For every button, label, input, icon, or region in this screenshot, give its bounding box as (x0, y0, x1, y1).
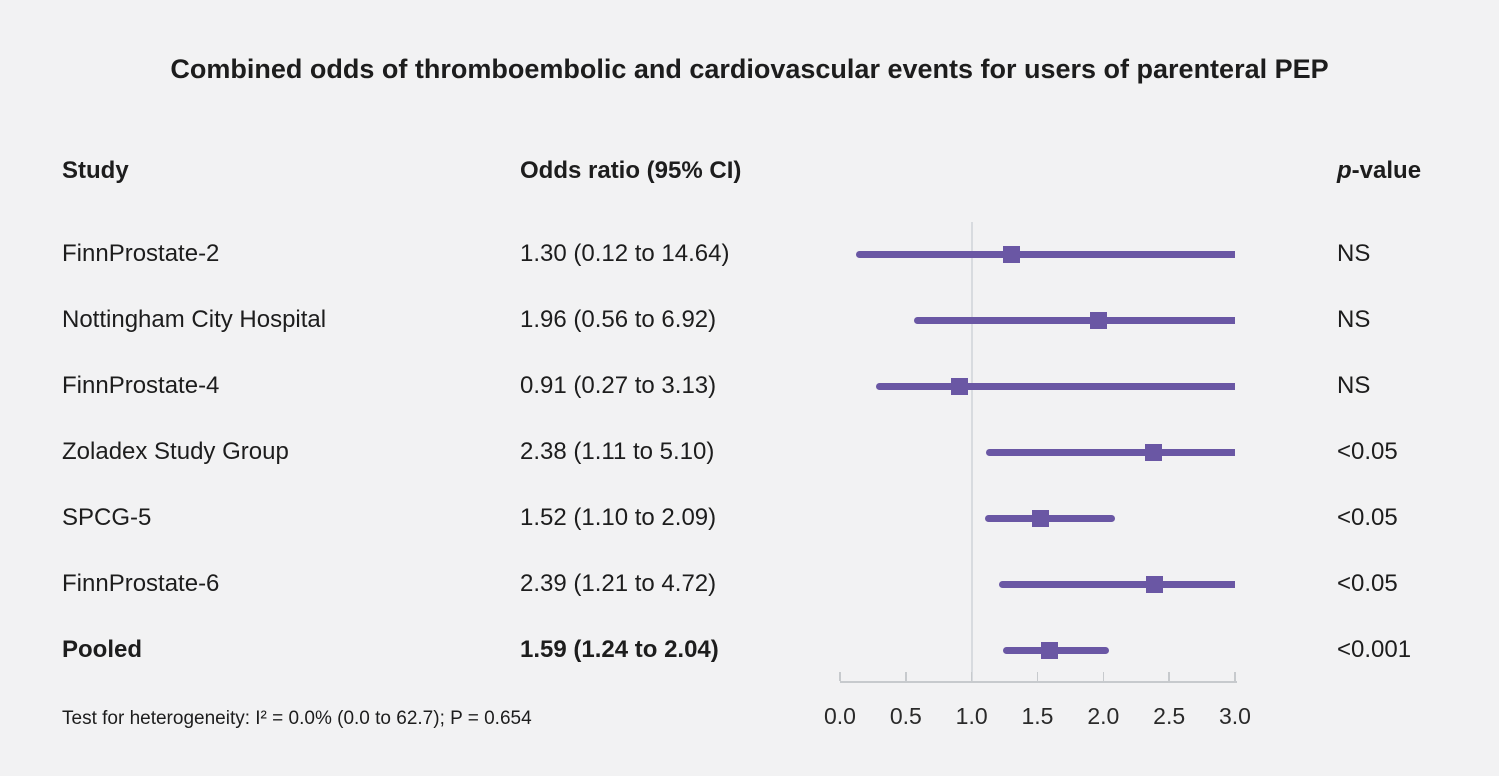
x-axis-tick (1036, 672, 1039, 681)
figure-title: Combined odds of thromboembolic and card… (170, 54, 1329, 84)
p-value: <0.001 (1337, 636, 1412, 663)
p-value: NS (1337, 306, 1371, 333)
confidence-interval-line (855, 250, 1235, 258)
confidence-interval-line (984, 514, 1116, 522)
x-axis-tick (1234, 672, 1236, 681)
x-axis-tick-label: 0.0 (824, 703, 856, 729)
odds-ratio-value: 1.52 (1.10 to 2.09) (520, 504, 717, 531)
odds-ratio-value: 1.59 (1.24 to 2.04) (520, 636, 719, 663)
column-header-study: Study (62, 157, 129, 184)
odds-ratio-value: 2.39 (1.21 to 4.72) (520, 570, 717, 597)
p-value: <0.05 (1337, 570, 1398, 597)
reference-line-or-1 (970, 222, 973, 681)
odds-ratio-value: 1.30 (0.12 to 14.64) (520, 240, 730, 267)
p-value-header-rest: -value (1351, 157, 1422, 184)
odds-ratio-marker (951, 377, 969, 395)
p-value: <0.05 (1337, 504, 1398, 531)
x-axis-tick (970, 672, 973, 681)
confidence-interval-line (999, 580, 1235, 588)
column-header-odds-ratio: Odds ratio (95% CI) (520, 157, 742, 184)
x-axis-tick-label: 1.0 (955, 703, 988, 729)
odds-ratio-marker (1089, 311, 1107, 329)
x-axis-tick-label: 0.5 (889, 703, 922, 729)
odds-ratio-marker (1031, 509, 1049, 527)
confidence-interval-line (913, 316, 1235, 324)
study-label: SPCG-5 (62, 504, 152, 531)
p-value: NS (1337, 240, 1371, 267)
x-axis-tick-label: 1.5 (1021, 703, 1054, 729)
x-axis-tick (839, 672, 841, 681)
x-axis-tick (1102, 672, 1105, 681)
confidence-interval-line (986, 448, 1235, 456)
p-value: NS (1337, 372, 1371, 399)
study-label: FinnProstate-4 (62, 372, 220, 399)
odds-ratio-value: 2.38 (1.11 to 5.10) (520, 438, 715, 465)
odds-ratio-marker (1002, 245, 1020, 263)
heterogeneity-footnote: Test for heterogeneity: I² = 0.0% (0.0 t… (62, 708, 532, 729)
study-label: Pooled (62, 636, 143, 663)
p-value: <0.05 (1337, 438, 1398, 465)
x-axis-tick (905, 672, 907, 681)
odds-ratio-marker (1146, 575, 1164, 593)
study-label: FinnProstate-6 (62, 570, 220, 597)
x-axis-line (840, 681, 1237, 683)
odds-ratio-marker (1040, 641, 1058, 659)
confidence-interval-line (875, 382, 1235, 390)
x-axis-tick-label: 2.0 (1087, 703, 1120, 729)
odds-ratio-marker (1144, 443, 1162, 461)
study-label: FinnProstate-2 (62, 240, 220, 267)
odds-ratio-value: 1.96 (0.56 to 6.92) (520, 306, 717, 333)
x-axis-tick-label: 2.5 (1153, 703, 1186, 729)
x-axis-tick-label: 3.0 (1219, 703, 1251, 729)
column-header-p-value: p-value (1337, 157, 1421, 185)
odds-ratio-value: 0.91 (0.27 to 3.13) (520, 372, 717, 399)
x-axis-tick (1168, 672, 1170, 681)
study-label: Zoladex Study Group (62, 438, 289, 465)
p-value-header-italic-p: p (1337, 157, 1352, 184)
study-label: Nottingham City Hospital (62, 306, 327, 333)
